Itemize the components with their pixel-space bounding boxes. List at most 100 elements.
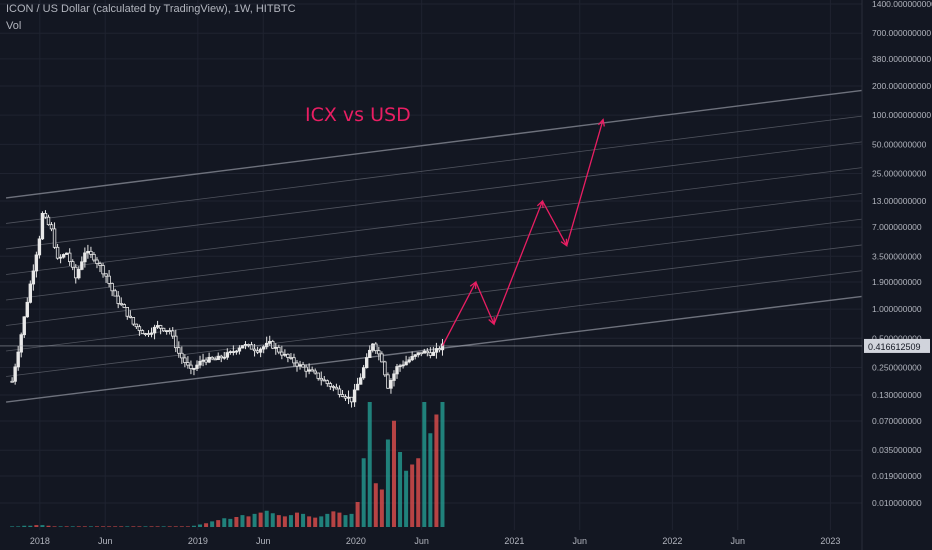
candle-body [434,348,439,353]
candle-body [164,330,169,332]
candle-body [334,386,339,390]
candle-body [80,261,84,270]
candle-body [328,383,333,387]
candle-body [189,364,193,369]
time-tick-label: 2022 [662,536,682,546]
candle-body [52,228,57,248]
candle-body [174,335,178,349]
candle-body [404,361,408,366]
candle-body [231,351,236,353]
candle-body [304,366,308,372]
candle-body [210,356,214,360]
volume-bar [52,526,57,527]
candle-body [410,356,414,361]
candle-body [213,358,217,361]
channel-line [6,115,863,224]
volume-bar [10,526,15,527]
candle-body [349,396,354,403]
candle-body [322,379,326,382]
candle-body [180,352,184,359]
candle-body [155,325,160,328]
candle-body [249,344,254,350]
candle-body [401,364,405,367]
candle-body [89,250,93,255]
candle-body [113,290,117,297]
candle-body [152,326,157,334]
volume-bar [70,526,75,527]
candle-body [255,350,260,353]
candle-body [86,250,90,254]
volume-bar [373,483,378,527]
time-tick-label: Jun [414,536,429,546]
volume-bar [276,515,281,527]
volume-bar [355,502,360,527]
volume-bar [337,512,342,527]
candle-body [261,346,266,350]
channel-line [5,89,863,199]
candle-body [246,344,251,346]
volume-label[interactable]: Vol [6,20,22,32]
candle-body [228,351,233,354]
volume-bar [385,439,390,527]
candle-body [31,270,36,285]
volume-bar [264,510,269,527]
candle-body [58,256,63,259]
volume-bar [46,525,51,527]
candle-body [416,352,420,356]
candle-body [337,388,342,395]
volume-bar [301,513,306,527]
channel-line [6,193,863,301]
time-tick-label: 2021 [504,536,524,546]
price-tick-label: 13.000000000 [872,196,927,206]
candle-body [380,353,384,363]
candle-body [13,366,17,382]
candle-body [365,357,369,369]
candle-body [161,327,166,332]
candle-body [274,346,278,349]
volume-bar [119,526,124,527]
volume-bar [398,452,403,527]
projection-segment [566,119,604,246]
price-tick-label: 0.250000000 [872,362,922,372]
candle-body [64,252,69,255]
candle-body [98,263,102,266]
candle-body [283,353,287,356]
candle-body [122,304,126,308]
candle-body [268,341,272,344]
volume-bar [107,526,112,527]
volume-bar [434,414,439,527]
candle-body [407,359,411,363]
projection-segment [493,200,544,325]
volume-bar [113,526,118,527]
candle-body [395,366,399,375]
symbol-title[interactable]: ICON / US Dollar (calculated by TradingV… [6,3,296,15]
candle-body [77,268,81,279]
candle-body [201,359,205,362]
time-tick-label: 2023 [820,536,840,546]
time-tick-label: Jun [256,536,271,546]
candle-body [119,303,123,305]
candle-body [168,330,172,332]
candle-body [219,355,223,359]
candle-body [28,283,33,303]
volume-bar [88,526,93,527]
candle-body [440,343,445,351]
candle-body [428,352,433,356]
candle-body [25,301,29,318]
candle-body [258,348,263,353]
candle-body [389,380,393,389]
volume-bar [76,526,81,527]
candle-body [101,265,105,275]
candle-body [422,350,426,354]
candle-body [37,238,42,256]
candle-body [216,355,220,361]
candle-body [368,349,372,358]
volume-bar [101,526,106,527]
volume-bar [179,526,184,527]
price-tick-label: 380.000000000 [872,54,931,64]
volume-bar [228,518,233,527]
price-tick-label: 1.900000000 [872,277,922,287]
candle-body [295,362,299,367]
volume-bar [28,525,33,527]
chart-annotation: ICX vs USD [305,104,411,126]
